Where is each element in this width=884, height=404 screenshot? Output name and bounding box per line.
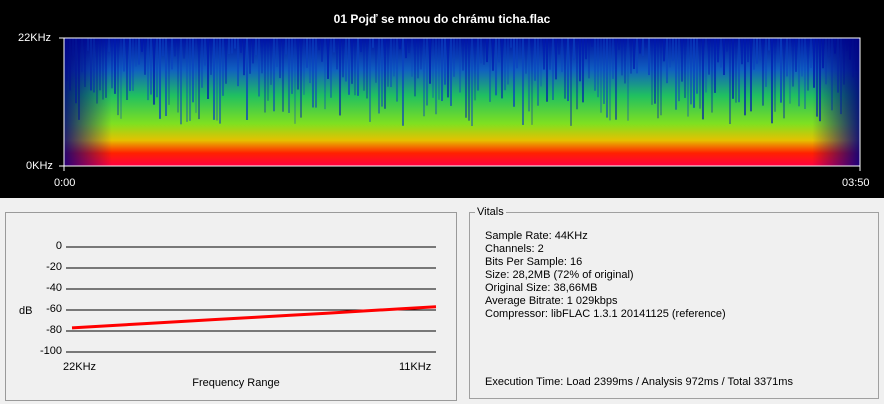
spectrogram-image — [59, 37, 861, 171]
original-size: Original Size: 38,66MB — [485, 282, 598, 294]
y-unit-label: dB — [19, 305, 33, 317]
vitals-legend: Vitals — [475, 206, 506, 218]
x-end-label: 11KHz — [399, 361, 432, 373]
series-line — [71, 305, 437, 330]
y-tick-label: -20 — [46, 261, 62, 273]
y-tick-label: 0 — [55, 240, 62, 252]
x-axis-title: Frequency Range — [192, 377, 280, 389]
y-tick-label: -40 — [46, 282, 62, 294]
bits-per-sample: Bits Per Sample: 16 — [485, 256, 583, 268]
execution-time: Execution Time: Load 2399ms / Analysis 9… — [485, 376, 793, 388]
x-start-label: 22KHz — [63, 361, 97, 373]
spectrogram-frame — [63, 37, 861, 167]
sample-rate: Sample Rate: 44KHz — [485, 230, 588, 242]
freq-top-label: 22KHz — [18, 32, 52, 44]
average-bitrate: Average Bitrate: 1 029kbps — [485, 295, 618, 307]
y-tick-label: -80 — [46, 324, 62, 336]
freq-bottom-label: 0KHz — [26, 160, 53, 172]
size: Size: 28,2MB (72% of original) — [485, 269, 634, 281]
frequency-graph — [66, 246, 437, 353]
y-tick-label: -60 — [46, 303, 62, 315]
spectrogram-panel: 01 Pojď se mnou do chrámu ticha.flac 22K… — [0, 0, 884, 198]
time-end-label: 03:50 — [842, 177, 870, 189]
y-tick-label: -100 — [39, 345, 62, 357]
channels: Channels: 2 — [485, 243, 544, 255]
frequency-graph-panel: 0 -20 -40 -60 -80 -100 dB 22KHz 11KHz Frequen… — [5, 212, 457, 401]
compressor: Compressor: libFLAC 1.3.1 20141125 (refe… — [485, 308, 726, 320]
time-start-label: 0:00 — [54, 177, 76, 189]
vitals-group — [469, 212, 879, 399]
track-title: 01 Pojď se mnou do chrámu ticha.flac — [333, 12, 551, 26]
vitals-list: Sample Rate: 44KHz Channels: 2 Bits Per … — [485, 230, 726, 321]
